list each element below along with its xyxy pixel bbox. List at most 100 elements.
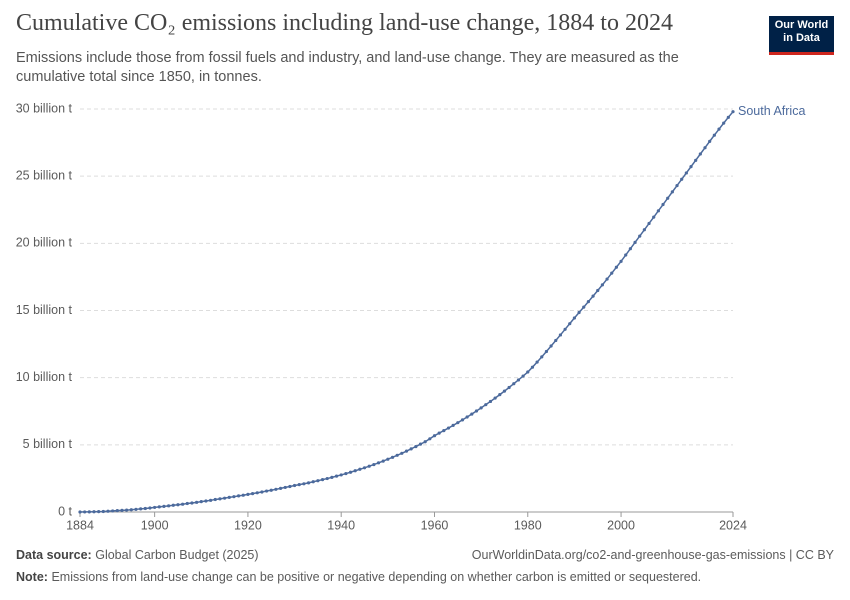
data-point — [269, 488, 273, 492]
data-point — [498, 392, 502, 397]
data-point — [344, 471, 348, 476]
x-tick-label: 1960 — [421, 518, 449, 532]
data-point — [330, 475, 334, 479]
data-point — [554, 338, 558, 343]
data-point — [325, 476, 329, 481]
data-point — [470, 412, 474, 416]
data-point — [306, 481, 311, 485]
chart-title: Cumulative CO₂ emissions including land-… — [16, 10, 673, 36]
data-point — [502, 389, 507, 393]
data-point — [698, 152, 702, 156]
data-point — [493, 396, 497, 400]
logo[interactable]: Our World in Data — [769, 16, 834, 55]
data-point — [236, 494, 241, 498]
data-point — [442, 428, 446, 433]
data-point — [255, 491, 259, 495]
data-point — [610, 271, 614, 275]
data-point — [297, 482, 301, 487]
source-label: Data source: — [16, 548, 92, 562]
y-tick-label: 25 billion t — [16, 168, 73, 182]
data-point — [432, 434, 437, 438]
y-tick-label: 30 billion t — [16, 101, 73, 115]
data-point — [264, 489, 269, 493]
data-point — [320, 478, 325, 482]
data-point — [689, 165, 693, 169]
data-point — [460, 418, 465, 422]
data-point — [703, 146, 707, 150]
data-point — [97, 509, 101, 514]
data-point — [642, 228, 646, 232]
data-point — [684, 171, 688, 175]
data-point — [232, 495, 236, 499]
y-tick-label: 10 billion t — [16, 370, 73, 384]
data-point — [134, 507, 138, 511]
data-point — [101, 509, 105, 514]
chart-subtitle: Emissions include those from fossil fuel… — [16, 50, 679, 85]
data-point — [111, 509, 115, 513]
data-point — [171, 503, 175, 507]
data-point — [209, 498, 213, 502]
data-point — [274, 487, 278, 491]
data-point — [451, 423, 455, 427]
data-point — [558, 333, 563, 337]
data-point — [362, 466, 367, 470]
data-point — [148, 506, 152, 510]
data-point — [563, 327, 567, 331]
data-point — [78, 510, 82, 514]
data-point — [143, 506, 147, 511]
data-point — [619, 259, 623, 263]
x-tick-label: 1920 — [234, 518, 262, 532]
data-point — [708, 139, 712, 143]
data-point — [87, 510, 91, 514]
source-text: Global Carbon Budget (2025) — [95, 548, 259, 562]
data-point — [568, 322, 572, 326]
data-point — [348, 470, 353, 474]
data-point — [162, 504, 166, 508]
source-url[interactable]: OurWorldinData.org/co2-and-greenhouse-ga… — [471, 548, 834, 562]
data-point — [647, 221, 651, 226]
data-point — [712, 133, 716, 137]
data-point — [334, 474, 339, 478]
data-point — [176, 503, 180, 507]
data-point — [456, 421, 460, 425]
note: Note: Emissions from land-use change can… — [16, 570, 701, 584]
data-point — [479, 406, 483, 410]
data-point — [474, 409, 479, 413]
data-point — [292, 483, 297, 488]
data-point — [157, 505, 161, 509]
data-point — [390, 455, 395, 459]
note-text: Emissions from land-use change can be po… — [51, 570, 702, 584]
data-point — [638, 234, 642, 238]
data-point — [195, 500, 199, 504]
source: Data source: Global Carbon Budget (2025) — [16, 548, 259, 562]
data-point — [512, 382, 516, 386]
data-point — [167, 504, 171, 508]
data-point — [106, 509, 110, 513]
data-point — [213, 497, 217, 502]
data-point — [614, 265, 618, 269]
data-point — [694, 158, 698, 162]
x-tick-label: 1900 — [141, 518, 169, 532]
x-tick-label: 1884 — [66, 518, 94, 532]
data-point — [185, 501, 189, 506]
data-point — [120, 508, 124, 512]
data-point — [535, 360, 539, 364]
data-point — [260, 490, 264, 494]
x-tick-label: 1940 — [327, 518, 355, 532]
data-point — [125, 508, 129, 512]
x-tick-label: 2024 — [719, 518, 747, 532]
data-point — [302, 482, 306, 486]
data-point — [129, 508, 133, 512]
data-point — [633, 240, 637, 244]
data-point — [530, 365, 535, 369]
x-tick-label: 1980 — [514, 518, 542, 532]
data-point — [675, 183, 679, 188]
data-point — [680, 177, 684, 181]
data-point — [596, 288, 600, 293]
x-tick-label: 2000 — [607, 518, 635, 532]
data-point — [628, 247, 632, 251]
chart: 0 t 5 billion t 10 billion t 15 billion t 20… — [16, 101, 806, 532]
data-point — [199, 500, 203, 504]
data-point — [540, 355, 544, 359]
